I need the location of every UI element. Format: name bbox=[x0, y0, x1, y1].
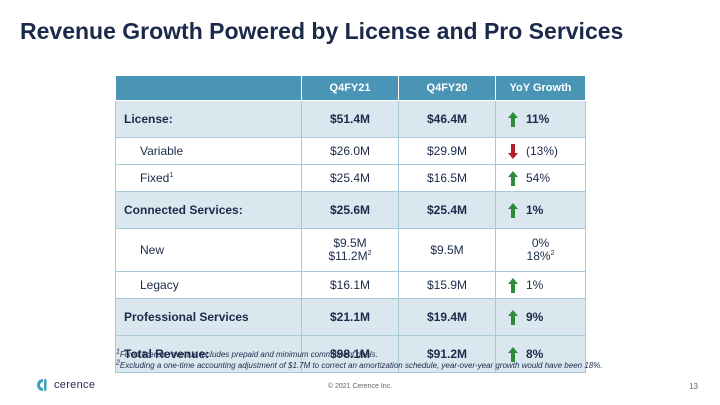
header-q4fy21: Q4FY21 bbox=[301, 75, 399, 101]
cell-yoy: 11% bbox=[495, 100, 586, 138]
yoy-value: 8% bbox=[526, 347, 544, 362]
footnotes: 1Fixed license revenue includes prepaid … bbox=[116, 348, 696, 371]
row-label: Professional Services bbox=[115, 298, 302, 336]
cell-yoy: 8% bbox=[495, 335, 586, 373]
table-header-row: Q4FY21 Q4FY20 YoY Growth bbox=[115, 75, 586, 101]
cell-q4fy21: $26.0M bbox=[301, 137, 399, 165]
footnote-marker: 1 bbox=[116, 348, 120, 356]
page-title: Revenue Growth Powered by License and Pr… bbox=[20, 18, 624, 44]
cerence-logo: cerence bbox=[36, 378, 95, 392]
row-label: Legacy bbox=[115, 271, 302, 299]
up-arrow-icon bbox=[508, 309, 518, 325]
cell-line: 0% bbox=[531, 236, 550, 250]
footnote-text: Excluding a one-time accounting adjustme… bbox=[119, 361, 603, 370]
cell-q4fy20: $9.5M bbox=[398, 228, 496, 272]
footnote-marker: 2 bbox=[367, 250, 372, 257]
yoy-value: (13%) bbox=[526, 144, 559, 159]
table-row-legacy: Legacy $16.1M $15.9M 1% bbox=[115, 271, 586, 299]
up-arrow-icon bbox=[508, 170, 518, 186]
table-row-variable: Variable $26.0M $29.9M (13%) bbox=[115, 137, 586, 165]
yoy-value: 11% bbox=[526, 112, 550, 127]
row-label: Total Revenue: bbox=[115, 335, 302, 373]
cell-q4fy21: $51.4M bbox=[301, 100, 399, 138]
revenue-table: Q4FY21 Q4FY20 YoY Growth License: $51.4M… bbox=[115, 75, 586, 373]
cell-q4fy21: $9.5M $11.2M2 bbox=[301, 228, 399, 272]
cell-q4fy20: $91.2M bbox=[398, 335, 496, 373]
table-row-connected-services: Connected Services: $25.6M $25.4M 1% bbox=[115, 191, 586, 229]
cell-yoy: 9% bbox=[495, 298, 586, 336]
header-blank bbox=[115, 75, 302, 101]
table-row-new: New $9.5M $11.2M2 $9.5M 0% 18%2 bbox=[115, 228, 586, 272]
up-arrow-icon bbox=[508, 346, 518, 362]
copyright: © 2021 Cerence Inc. bbox=[327, 383, 393, 390]
cell-q4fy21: $98.1M bbox=[301, 335, 399, 373]
cell-line: $11.2M2 bbox=[308, 250, 392, 263]
cell-line-text: $11.2M bbox=[328, 249, 368, 263]
cell-q4fy21: $25.6M bbox=[301, 191, 399, 229]
cell-line: $9.5M bbox=[333, 236, 367, 250]
yoy-value: 1% bbox=[526, 203, 544, 218]
cell-q4fy21: $21.1M bbox=[301, 298, 399, 336]
cell-q4fy20: $46.4M bbox=[398, 100, 496, 138]
cell-yoy: 1% bbox=[495, 271, 586, 299]
cell-q4fy20: $19.4M bbox=[398, 298, 496, 336]
cell-q4fy20: $16.5M bbox=[398, 164, 496, 192]
cell-q4fy20: $29.9M bbox=[398, 137, 496, 165]
cell-q4fy21: $16.1M bbox=[301, 271, 399, 299]
cell-q4fy20: $25.4M bbox=[398, 191, 496, 229]
row-label: License: bbox=[115, 100, 302, 138]
yoy-value: 54% bbox=[526, 171, 551, 186]
row-label-text: Fixed bbox=[140, 171, 170, 185]
cell-yoy: 0% 18%2 bbox=[495, 228, 586, 272]
row-label: Variable bbox=[115, 137, 302, 165]
footnote-2: 2Excluding a one-time accounting adjustm… bbox=[116, 359, 696, 371]
footnote-text: Fixed license revenue includes prepaid a… bbox=[119, 350, 378, 359]
table-row-fixed: Fixed1 $25.4M $16.5M 54% bbox=[115, 164, 586, 192]
cerence-logo-icon bbox=[37, 379, 47, 391]
row-label: Connected Services: bbox=[115, 191, 302, 229]
footnote-marker: 2 bbox=[116, 359, 120, 367]
row-label: New bbox=[115, 228, 302, 272]
table-row-total-revenue: Total Revenue: $98.1M $91.2M 8% bbox=[115, 335, 586, 373]
up-arrow-icon bbox=[508, 202, 518, 218]
page-number: 13 bbox=[689, 382, 698, 391]
cell-q4fy21: $25.4M bbox=[301, 164, 399, 192]
cell-line-text: 18% bbox=[526, 249, 551, 263]
yoy-value: 1% bbox=[526, 278, 544, 293]
logo-text: cerence bbox=[54, 379, 96, 391]
down-arrow-icon bbox=[508, 143, 518, 159]
table-row-professional-services: Professional Services $21.1M $19.4M 9% bbox=[115, 298, 586, 336]
header-q4fy20: Q4FY20 bbox=[398, 75, 496, 101]
footnote-marker: 2 bbox=[550, 250, 555, 257]
row-label: Fixed1 bbox=[115, 164, 302, 192]
footnote-1: 1Fixed license revenue includes prepaid … bbox=[116, 348, 696, 360]
footnote-marker: 1 bbox=[169, 172, 174, 179]
yoy-value: 9% bbox=[526, 310, 544, 325]
cell-yoy: (13%) bbox=[495, 137, 586, 165]
header-yoy-growth: YoY Growth bbox=[495, 75, 586, 101]
table-row-license: License: $51.4M $46.4M 11% bbox=[115, 100, 586, 138]
cell-yoy: 1% bbox=[495, 191, 586, 229]
cell-q4fy20: $15.9M bbox=[398, 271, 496, 299]
up-arrow-icon bbox=[508, 277, 518, 293]
cell-line: 18%2 bbox=[502, 250, 579, 263]
up-arrow-icon bbox=[508, 111, 518, 127]
cell-yoy: 54% bbox=[495, 164, 586, 192]
